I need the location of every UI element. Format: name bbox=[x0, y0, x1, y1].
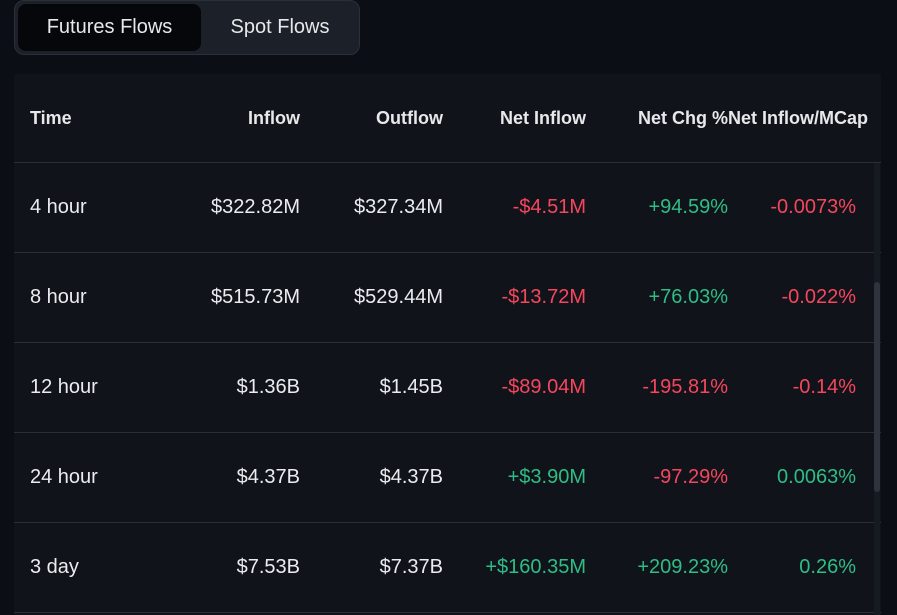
cell-net-inflow-mcap: -0.14% bbox=[792, 376, 856, 398]
cell-time: 8 hour bbox=[30, 286, 87, 308]
cell-net-chg: +76.03% bbox=[648, 286, 728, 308]
cell-time: 3 day bbox=[30, 556, 79, 578]
cell-outflow: $1.45B bbox=[379, 376, 443, 398]
cell-time: 4 hour bbox=[30, 196, 87, 218]
cell-inflow: $7.53B bbox=[236, 556, 300, 578]
table-header-row: Time Inflow Outflow Net Inflow Net Chg %… bbox=[14, 74, 881, 163]
cell-inflow: $515.73M bbox=[211, 286, 300, 308]
cell-inflow: $1.36B bbox=[236, 376, 300, 398]
cell-net-inflow-mcap: -0.022% bbox=[781, 286, 857, 308]
cell-time: 24 hour bbox=[30, 466, 98, 488]
cell-inflow: $322.82M bbox=[211, 196, 300, 218]
cell-net-inflow-mcap: -0.0073% bbox=[770, 196, 856, 218]
column-header-time[interactable]: Time bbox=[30, 107, 72, 128]
column-header-inflow[interactable]: Inflow bbox=[248, 107, 300, 128]
table-row: 8 hour $515.73M $529.44M -$13.72M +76.03… bbox=[14, 253, 881, 343]
cell-net-chg: +94.59% bbox=[648, 196, 728, 218]
cell-net-inflow: -$13.72M bbox=[501, 286, 587, 308]
scrollbar-thumb[interactable] bbox=[874, 282, 880, 492]
column-header-outflow[interactable]: Outflow bbox=[376, 107, 443, 128]
cell-net-inflow: +$160.35M bbox=[485, 556, 586, 578]
cell-net-chg: +209.23% bbox=[637, 556, 728, 578]
cell-net-chg: -195.81% bbox=[642, 376, 728, 398]
flows-table: Time Inflow Outflow Net Inflow Net Chg %… bbox=[14, 74, 881, 615]
flow-type-tabs: Futures Flows Spot Flows bbox=[14, 0, 360, 55]
table-row: 4 hour $322.82M $327.34M -$4.51M +94.59%… bbox=[14, 163, 881, 253]
cell-outflow: $529.44M bbox=[354, 286, 443, 308]
cell-net-chg: -97.29% bbox=[653, 466, 729, 488]
cell-inflow: $4.37B bbox=[236, 466, 300, 488]
tab-spot-flows[interactable]: Spot Flows bbox=[230, 16, 330, 38]
table-row: 12 hour $1.36B $1.45B -$89.04M -195.81% … bbox=[14, 343, 881, 433]
cell-net-inflow: -$89.04M bbox=[501, 376, 587, 398]
table-row: 3 day $7.53B $7.37B +$160.35M +209.23% 0… bbox=[14, 523, 881, 613]
column-header-net-inflow-mcap[interactable]: Net Inflow/MCap bbox=[728, 107, 868, 128]
column-header-net-inflow[interactable]: Net Inflow bbox=[500, 107, 586, 128]
cell-outflow: $4.37B bbox=[379, 466, 443, 488]
cell-outflow: $327.34M bbox=[354, 196, 443, 218]
cell-net-inflow: +$3.90M bbox=[507, 466, 586, 488]
table-row: 24 hour $4.37B $4.37B +$3.90M -97.29% 0.… bbox=[14, 433, 881, 523]
cell-net-inflow: -$4.51M bbox=[512, 196, 586, 218]
tab-futures-flows[interactable]: Futures Flows bbox=[18, 4, 201, 51]
cell-net-inflow-mcap: 0.26% bbox=[799, 556, 856, 578]
cell-net-inflow-mcap: 0.0063% bbox=[777, 466, 856, 488]
cell-time: 12 hour bbox=[30, 376, 98, 398]
column-header-net-chg[interactable]: Net Chg % bbox=[638, 107, 728, 128]
cell-outflow: $7.37B bbox=[379, 556, 443, 578]
